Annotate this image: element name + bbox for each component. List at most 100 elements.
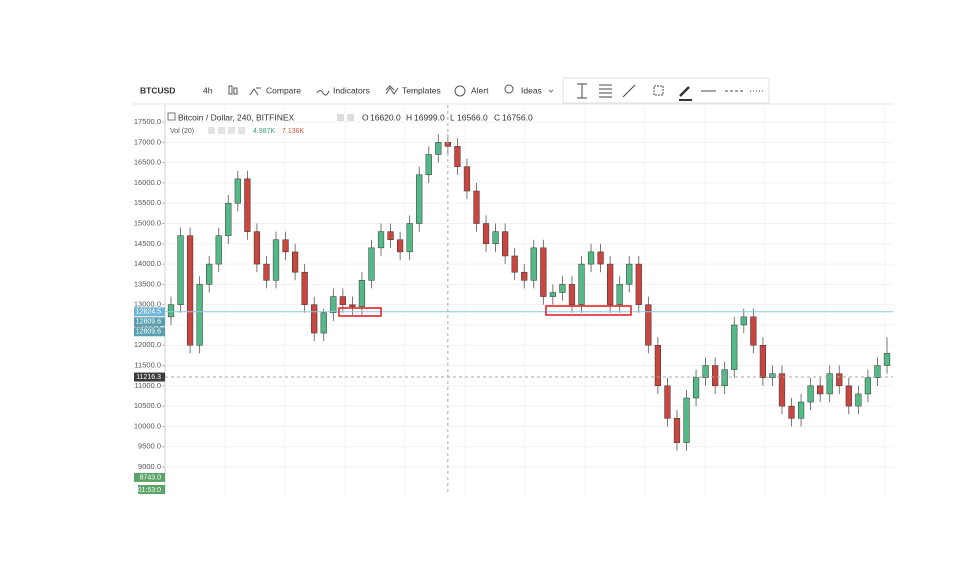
y-tick-label: 16000.0 [134, 178, 161, 187]
templates-icon[interactable] [385, 85, 399, 95]
candle-body [530, 247, 537, 281]
candle-body [473, 190, 480, 224]
candle-body [587, 251, 595, 265]
candle-body [511, 255, 518, 273]
candle-body [578, 263, 585, 305]
candle-body [845, 385, 852, 407]
candle-body [435, 142, 442, 155]
candle-body [234, 178, 241, 204]
y-tick-label: 9000.0 [138, 462, 161, 471]
candle-body [673, 418, 681, 443]
ideas-icon[interactable] [504, 84, 514, 94]
candle-body [692, 377, 700, 399]
legend-button[interactable] [218, 127, 225, 134]
candle-body [492, 231, 499, 245]
ohlc-value: 16620.0 [370, 112, 401, 122]
chart-style-icon[interactable] [228, 85, 238, 95]
candle-body [855, 393, 862, 407]
candle-body [683, 397, 690, 443]
candle-body [330, 296, 337, 314]
candle-body [559, 284, 566, 293]
candle-body [626, 263, 633, 285]
legend-button[interactable] [337, 114, 344, 121]
candle-body [244, 178, 251, 232]
legend-button[interactable] [228, 127, 235, 134]
candle-body [272, 239, 280, 281]
candle-body [177, 235, 184, 305]
candle-body [206, 263, 213, 285]
fib-tool[interactable] [599, 84, 612, 98]
y-tick-label: 14500.0 [134, 239, 161, 248]
candle-body [320, 312, 327, 334]
price-label: 12824.5 [136, 309, 161, 316]
color-bar [679, 99, 692, 101]
candle-body [712, 365, 719, 387]
price-label: 12809.6 [136, 319, 161, 326]
candle-body [482, 223, 490, 245]
candle-body [406, 223, 413, 253]
select-tool[interactable] [653, 85, 664, 96]
candle-body [311, 304, 318, 334]
text-tool[interactable] [577, 83, 587, 99]
candle-body [282, 239, 289, 253]
candle-body [397, 239, 404, 253]
candle-body [263, 263, 270, 281]
candle-body [721, 369, 728, 387]
price-label: 11216.3 [136, 374, 161, 381]
ohlc-value: 16566.0 [457, 112, 488, 122]
series-title: Bitcoin / Dollar, 240, BITFINEX [178, 112, 295, 122]
candle-body [339, 296, 346, 305]
candle-body [616, 284, 623, 305]
candle-body [807, 385, 814, 403]
candle-body [645, 304, 652, 346]
highlight-box [545, 305, 632, 316]
ohlc-value: 16999.0 [414, 112, 445, 122]
candle-body [358, 280, 366, 307]
price-label: 8743.0 [140, 474, 162, 481]
candle-body [568, 284, 576, 305]
trend-tool[interactable] [622, 84, 636, 98]
ohlc-label: L [450, 112, 455, 122]
y-tick-label: 15500.0 [134, 198, 161, 207]
y-tick-label: 15000.0 [134, 218, 161, 227]
overlay [165, 105, 893, 495]
legend-button[interactable] [238, 127, 245, 134]
ohlc-value: 16756.0 [502, 112, 533, 122]
alert-button[interactable]: Alert [471, 85, 489, 95]
candle-body [864, 377, 872, 395]
candle-body [368, 247, 375, 281]
compare-button[interactable]: Compare [266, 85, 301, 95]
candle-body [253, 231, 261, 265]
collapse-icon[interactable] [167, 112, 176, 121]
ohlc-label: H [406, 112, 412, 122]
candle-body [291, 251, 299, 273]
indicators-button[interactable]: Indicators [333, 85, 370, 95]
volume-value: 7.136K [282, 128, 305, 135]
brush-tool[interactable] [679, 86, 690, 97]
interval[interactable]: 4h [203, 85, 213, 95]
candle-body [387, 231, 394, 240]
candle-body [416, 174, 423, 224]
volume-value: 4.987K [253, 128, 276, 135]
legend: Bitcoin / Dollar, 240, BITFINEX O 16620.… [167, 112, 533, 135]
legend-button[interactable] [347, 114, 354, 121]
candle-body [826, 373, 833, 395]
indicators-icon[interactable] [316, 90, 330, 96]
y-tick-label: 10000.0 [134, 421, 161, 430]
ideas-dropdown[interactable] [548, 89, 554, 93]
candle-body [731, 324, 738, 370]
compare-icon[interactable] [249, 87, 261, 96]
templates-button[interactable]: Templates [402, 85, 441, 95]
legend-button[interactable] [208, 127, 215, 134]
volume-title: Vol (20) [170, 128, 194, 135]
alert-icon[interactable] [454, 85, 466, 97]
ideas-button[interactable]: Ideas [521, 85, 542, 95]
candle-body [817, 385, 824, 395]
candle-body [521, 271, 528, 281]
symbol[interactable]: BTCUSD [140, 85, 175, 95]
candle-body [215, 235, 222, 265]
candle-body [654, 344, 661, 387]
